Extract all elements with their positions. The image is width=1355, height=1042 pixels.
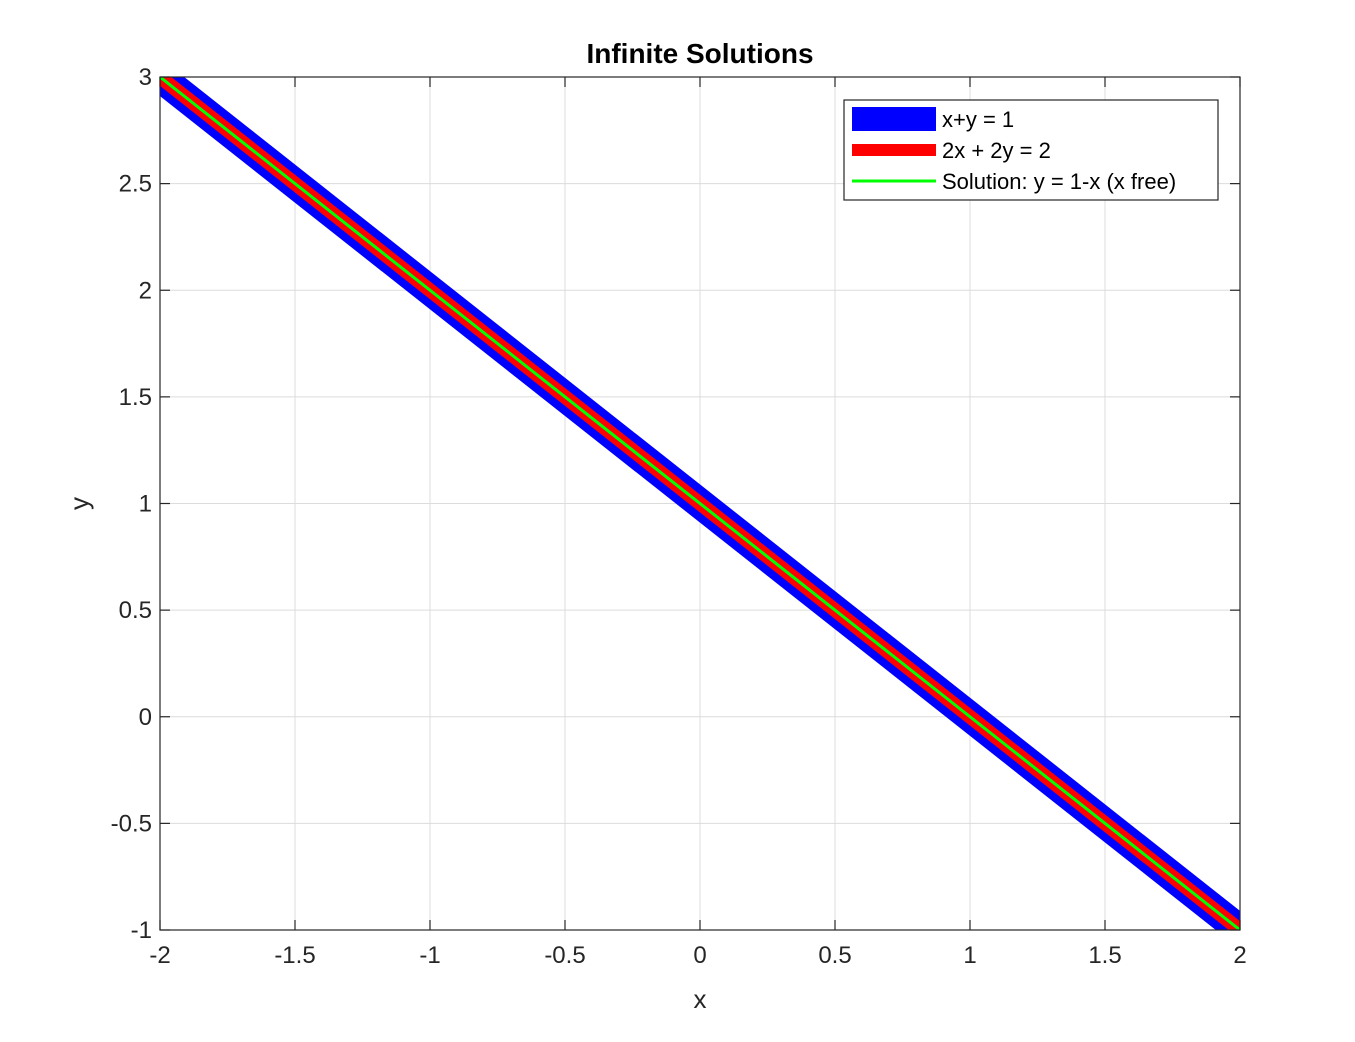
x-tick-label: 0 [693,942,706,969]
x-tick-label: -2 [149,942,170,969]
legend-label: 2x + 2y = 2 [942,138,1051,163]
y-tick-label: 2 [139,277,152,304]
x-tick-label: 0.5 [818,942,851,969]
chart-title: Infinite Solutions [586,38,813,69]
y-tick-label: 3 [139,64,152,91]
y-tick-label: 0 [139,704,152,731]
axis-ticks: -2 -1.5 -1 -0.5 0 0.5 1 1.5 2 -1 -0.5 0 0.5 1 1.5 2 2.5 3 [111,64,1247,969]
legend-label: x+y = 1 [942,107,1014,132]
series-lines [160,77,1240,930]
legend-label: Solution: y = 1-x (x free) [942,169,1176,194]
y-axis-label: y [64,497,94,510]
x-tick-label: -1 [419,942,440,969]
x-tick-label: -1.5 [274,942,315,969]
x-tick-label: -0.5 [544,942,585,969]
y-tick-label: -0.5 [111,810,152,837]
x-tick-label: 1 [963,942,976,969]
x-axis-label: x [694,984,707,1014]
x-tick-label: 2 [1233,942,1246,969]
y-tick-label: 0.5 [119,597,152,624]
x-tick-label: 1.5 [1088,942,1121,969]
y-tick-label: 1 [139,491,152,518]
y-tick-label: 1.5 [119,384,152,411]
y-tick-label: 2.5 [119,171,152,198]
series-line-3 [160,77,1240,930]
y-tick-label: -1 [131,917,152,944]
legend: x+y = 1 2x + 2y = 2 Solution: y = 1-x (x f… [843,99,1219,201]
